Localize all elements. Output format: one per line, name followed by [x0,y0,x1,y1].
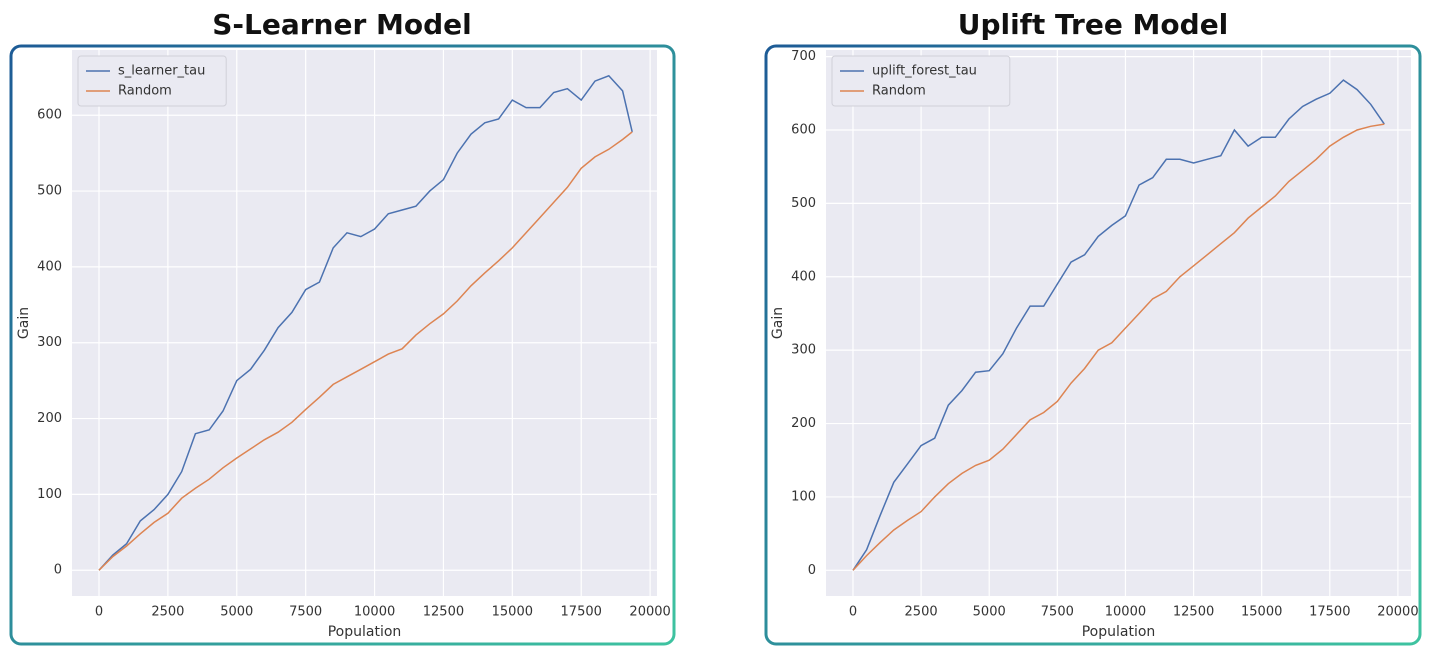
x-axis-label: Population [1082,624,1156,640]
legend-label: Random [118,84,172,99]
legend-box [77,55,227,107]
x-tick-label: 5000 [973,605,1006,620]
y-tick-label: 300 [37,335,62,350]
y-tick-label: 200 [791,416,816,431]
plot-area [826,50,1411,596]
x-tick-label: 10000 [1105,605,1146,620]
legend-box [831,55,1011,107]
y-tick-label: 600 [37,108,62,123]
panel-border [9,44,676,646]
y-tick-label: 200 [37,411,62,426]
data-line [98,74,633,571]
y-tick-label: 500 [791,196,816,211]
x-tick-label: 10000 [354,605,395,620]
x-tick-label: 0 [849,605,857,620]
plot-area [72,50,657,596]
y-tick-label: 500 [37,184,62,199]
y-tick-label: 0 [54,563,62,578]
x-tick-label: 20000 [629,605,670,620]
x-tick-label: 15000 [1241,605,1282,620]
chart-title: Uplift Tree Model [958,8,1229,41]
y-axis-label: Gain [16,307,32,339]
x-tick-label: 17500 [561,605,602,620]
y-axis-label: Gain [770,307,786,339]
legend-label: s_learner_tau [118,64,205,79]
x-tick-label: 7500 [1041,605,1074,620]
x-tick-label: 5000 [220,605,253,620]
x-tick-label: 17500 [1309,605,1350,620]
x-tick-label: 7500 [289,605,322,620]
y-tick-label: 100 [37,487,62,502]
chart-title: S-Learner Model [212,8,472,41]
y-tick-label: 600 [791,122,816,137]
x-tick-label: 12500 [423,605,464,620]
panel-border [764,44,1422,646]
y-tick-label: 400 [37,259,62,274]
x-tick-label: 12500 [1173,605,1214,620]
x-tick-label: 2500 [905,605,938,620]
y-tick-label: 700 [791,49,816,64]
data-line [98,131,633,571]
y-tick-label: 400 [791,269,816,284]
x-tick-label: 15000 [492,605,533,620]
y-tick-label: 0 [808,563,816,578]
x-tick-label: 20000 [1377,605,1418,620]
x-tick-label: 0 [95,605,103,620]
data-line [852,79,1385,571]
x-axis-label: Population [328,624,402,640]
legend-label: uplift_forest_tau [872,64,977,79]
x-tick-label: 2500 [151,605,184,620]
data-line [852,123,1385,571]
legend-label: Random [872,84,926,99]
y-tick-label: 300 [791,343,816,358]
y-tick-label: 100 [791,489,816,504]
